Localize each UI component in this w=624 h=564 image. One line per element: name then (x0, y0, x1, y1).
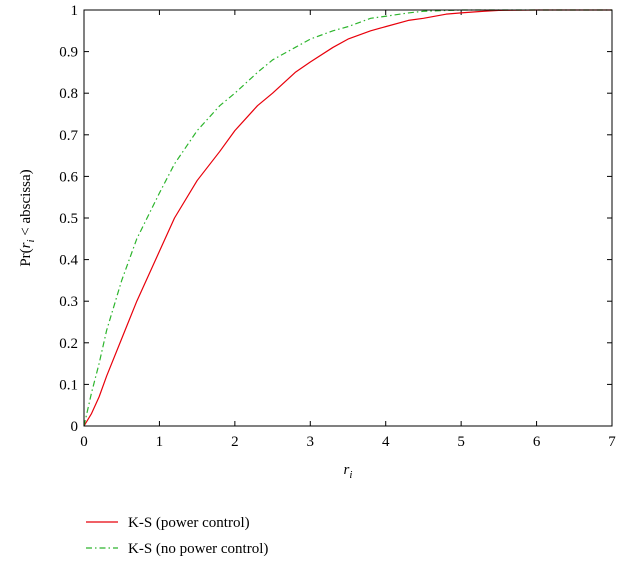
series-layer (83, 9, 612, 427)
x-tick-label: 3 (307, 434, 315, 450)
x-tick-label: 2 (231, 434, 239, 450)
x-axis-label: ri (344, 462, 353, 481)
y-tick-label: 1 (71, 3, 79, 19)
x-tick-label: 7 (608, 434, 616, 450)
x-axis-ticks: 0 1 2 3 4 5 6 7 (80, 10, 616, 450)
y-tick-label: 0.8 (59, 86, 78, 102)
y-tick-label: 0.1 (59, 377, 78, 393)
legend: K-S (power control) K-S (no power contro… (86, 515, 268, 557)
y-axis-ticks: 0 0.1 0.2 0.3 0.4 0.5 0.6 0.7 0.8 0.9 1 (59, 3, 612, 435)
plot-frame (83, 9, 613, 427)
y-tick-label: 0.9 (59, 45, 78, 61)
y-tick-label: 0 (71, 419, 79, 435)
y-axis-label: Pr(ri < abscissa) (18, 169, 37, 266)
x-tick-label: 4 (382, 434, 390, 450)
y-tick-label: 0.6 (59, 169, 78, 185)
x-tick-label: 6 (533, 434, 541, 450)
x-tick-label: 0 (80, 434, 88, 450)
y-tick-label: 0.4 (59, 253, 78, 269)
legend-label-no-power-control: K-S (no power control) (128, 541, 268, 557)
series-line-power-control (83, 9, 612, 427)
y-tick-label: 0.3 (59, 294, 78, 310)
legend-label-power-control: K-S (power control) (128, 515, 250, 531)
x-tick-label: 5 (457, 434, 465, 450)
y-tick-label: 0.2 (59, 336, 78, 352)
y-tick-label: 0.5 (59, 211, 78, 227)
y-tick-label: 0.7 (59, 128, 78, 144)
series-line-no-power-control (83, 9, 612, 427)
x-tick-label: 1 (156, 434, 164, 450)
